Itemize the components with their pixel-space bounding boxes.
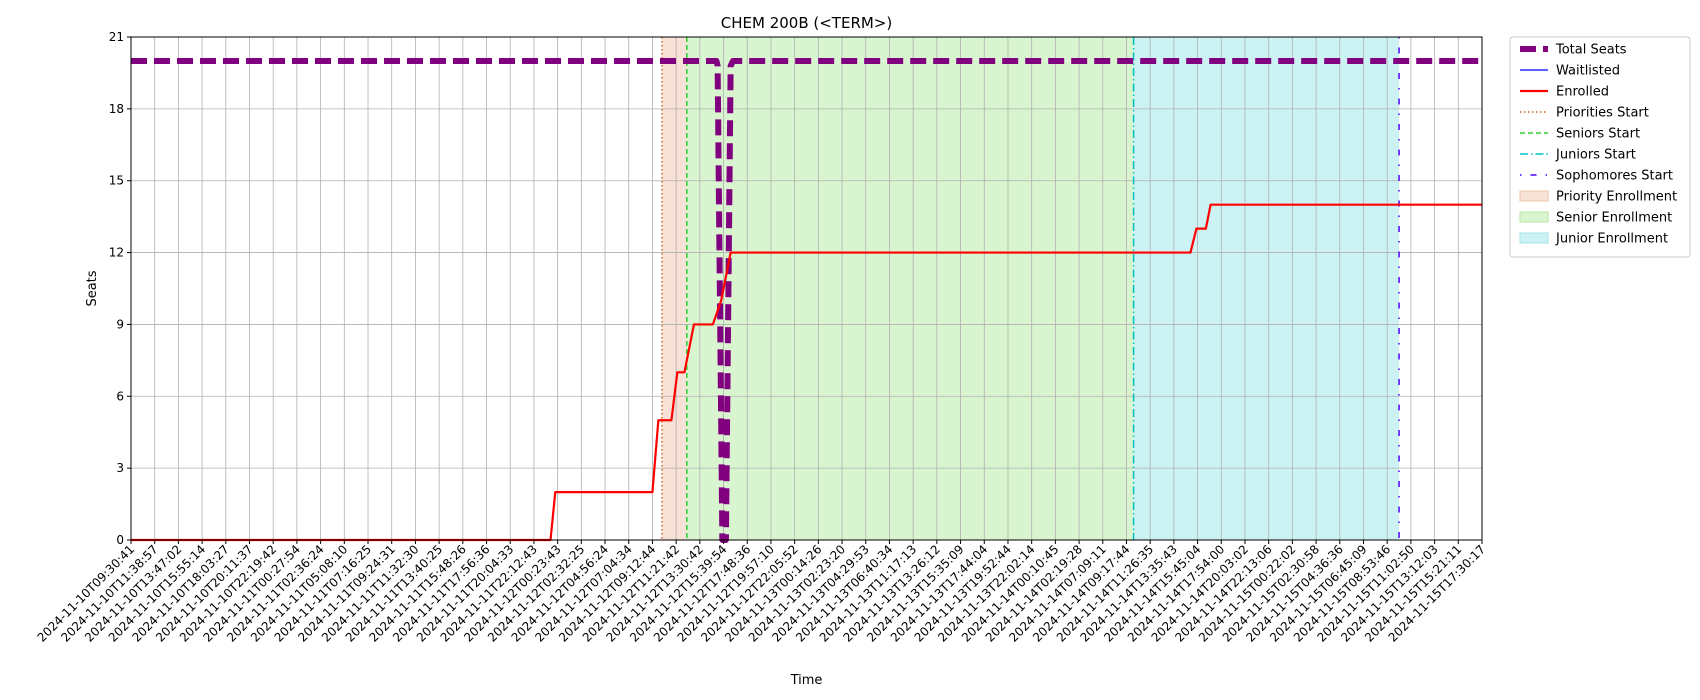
period-start-lines xyxy=(661,37,1400,540)
legend-label: Sophomores Start xyxy=(1556,169,1673,184)
legend-label: Priority Enrollment xyxy=(1556,190,1677,205)
span-senior-enrollment xyxy=(686,37,1134,540)
legend-swatch xyxy=(1519,211,1549,223)
legend-swatch xyxy=(1519,190,1549,202)
enrollment-periods xyxy=(661,37,1400,540)
y-axis-label: Seats xyxy=(85,270,100,306)
y-tick-label: 6 xyxy=(116,389,124,403)
legend-label: Juniors Start xyxy=(1555,148,1636,163)
legend-label: Enrolled xyxy=(1556,85,1609,100)
y-tick-label: 9 xyxy=(116,317,124,331)
y-tick-label: 15 xyxy=(109,174,124,188)
series-enrolled xyxy=(131,203,1482,542)
legend-label: Senior Enrollment xyxy=(1556,211,1672,226)
y-tick-label: 18 xyxy=(109,102,124,116)
legend: Total Seats Waitlisted Enrolled Priorities … xyxy=(1509,36,1691,258)
legend-box xyxy=(1509,36,1691,258)
y-tick-label: 21 xyxy=(109,30,124,44)
grid xyxy=(130,36,1483,541)
y-tick-label: 12 xyxy=(109,246,124,260)
legend-label: Seniors Start xyxy=(1556,127,1640,142)
y-axis-ticks: 0 3 6 9 12 15 18 21 xyxy=(109,30,131,547)
legend-swatch xyxy=(1519,232,1549,244)
x-axis-label: Time xyxy=(790,673,823,688)
y-tick-label: 0 xyxy=(116,533,124,547)
legend-label: Junior Enrollment xyxy=(1555,232,1668,247)
span-priority-enrollment xyxy=(661,37,687,540)
plot-frame xyxy=(130,36,1483,541)
legend-label: Priorities Start xyxy=(1556,106,1649,121)
chart-title: CHEM 200B (<TERM>) xyxy=(721,14,892,32)
legend-label: Total Seats xyxy=(1555,43,1627,58)
legend-label: Waitlisted xyxy=(1556,64,1620,79)
span-junior-enrollment xyxy=(1133,37,1400,540)
y-tick-label: 3 xyxy=(116,461,124,475)
x-axis-ticks: 2024-11-10T09:30:412024-11-10T11:38:5720… xyxy=(35,540,1488,645)
